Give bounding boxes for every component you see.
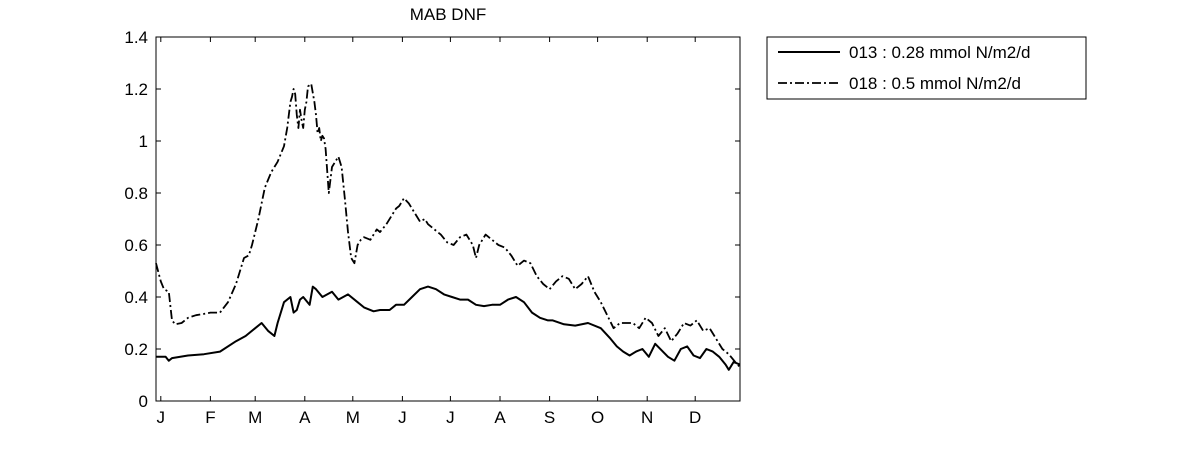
y-axis: 0 0.2 0.4 0.6 0.8 1 1.2 1.4 bbox=[124, 28, 740, 411]
y-tick-label: 0.2 bbox=[124, 340, 148, 359]
x-tick-label: J bbox=[446, 408, 455, 427]
legend-label: 018 : 0.5 mmol N/m2/d bbox=[849, 74, 1021, 93]
y-tick-label: 1.4 bbox=[124, 28, 148, 47]
x-tick-label: O bbox=[591, 408, 604, 427]
x-tick-label: S bbox=[544, 408, 555, 427]
x-tick-label: N bbox=[641, 408, 653, 427]
y-tick-label: 0.4 bbox=[124, 288, 148, 307]
x-tick-label: M bbox=[248, 408, 262, 427]
series-lines bbox=[155, 82, 741, 371]
legend: 013 : 0.28 mmol N/m2/d 018 : 0.5 mmol N/m… bbox=[766, 36, 1087, 100]
series-line-018 bbox=[155, 82, 741, 368]
chart-title: MAB DNF bbox=[410, 5, 487, 24]
x-tick-label: A bbox=[494, 408, 506, 427]
x-tick-label: J bbox=[157, 408, 166, 427]
series-line-013 bbox=[156, 285, 741, 371]
legend-box bbox=[766, 36, 1087, 100]
y-tick-label: 0 bbox=[139, 392, 148, 411]
x-tick-label: A bbox=[299, 408, 311, 427]
legend-entries: 013 : 0.28 mmol N/m2/d 018 : 0.5 mmol N/m… bbox=[778, 43, 1030, 93]
y-tick-label: 1 bbox=[139, 132, 148, 151]
y-tick-label: 1.2 bbox=[124, 80, 148, 99]
x-tick-label: M bbox=[346, 408, 360, 427]
x-tick-label: D bbox=[689, 408, 701, 427]
x-tick-label: J bbox=[398, 408, 407, 427]
legend-label: 013 : 0.28 mmol N/m2/d bbox=[849, 43, 1030, 62]
y-tick-label: 0.8 bbox=[124, 184, 148, 203]
y-tick-label: 0.6 bbox=[124, 236, 148, 255]
plot-area bbox=[155, 36, 741, 402]
x-tick-label: F bbox=[205, 408, 215, 427]
